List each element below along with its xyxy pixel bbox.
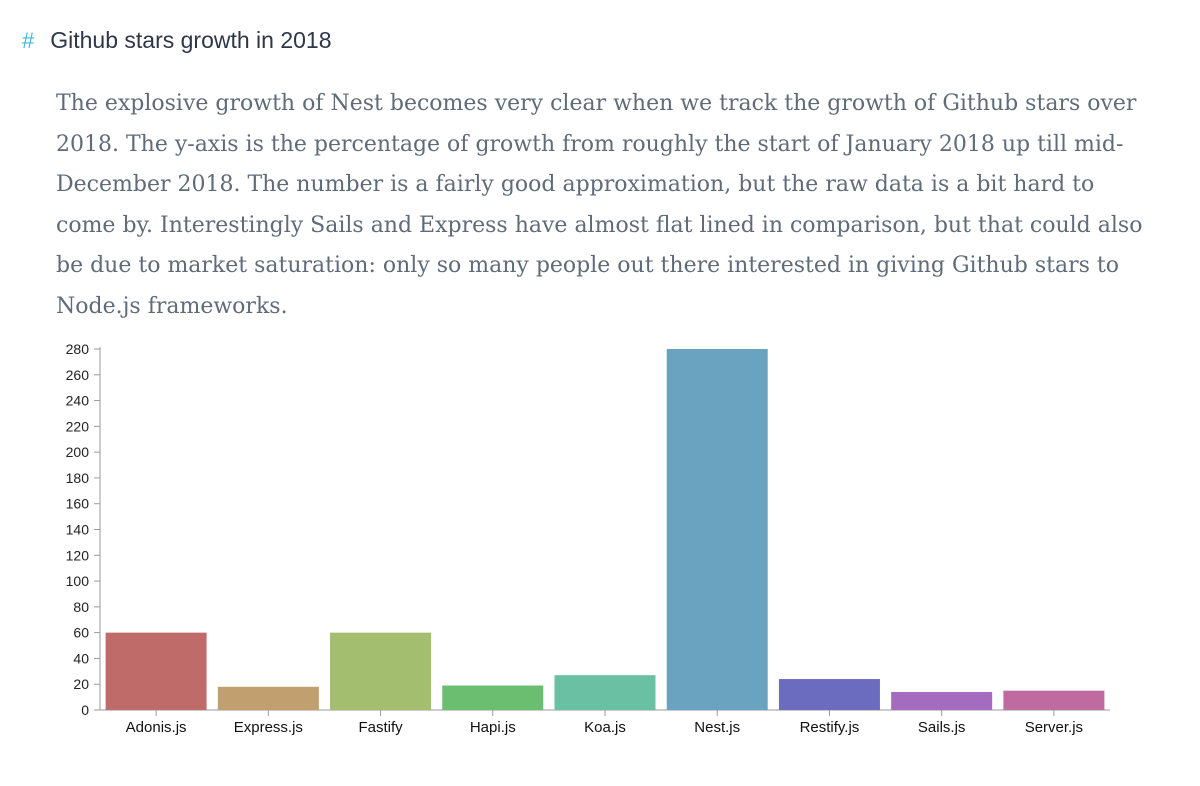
description-paragraph: The explosive growth of Nest becomes ver… (56, 91, 1143, 319)
x-tick-label: Restify.js (800, 719, 860, 736)
bar-adonis-js (105, 632, 207, 710)
bar-restify-js (778, 679, 880, 710)
y-tick-label: 160 (66, 496, 90, 512)
y-tick-label: 100 (66, 573, 90, 589)
y-tick-label: 80 (73, 599, 89, 615)
x-axis: Adonis.js Express.js Fastify Hapi.js Koa.js N… (100, 709, 1110, 736)
y-tick-label: 40 (73, 650, 89, 666)
x-tick-label: Adonis.js (126, 719, 187, 736)
x-tick-label: Express.js (234, 719, 303, 736)
bar-server-js (1003, 690, 1105, 710)
x-tick-label: Nest.js (694, 719, 740, 736)
y-tick-label: 60 (73, 625, 89, 641)
x-tick-label: Fastify (358, 719, 403, 736)
y-tick-label: 140 (66, 522, 90, 538)
bar-koa-js (554, 675, 656, 710)
y-tick-label: 200 (66, 444, 90, 460)
bar-fastify (330, 632, 432, 710)
bar-nest-js (666, 349, 768, 710)
y-tick-label: 280 (66, 341, 90, 357)
x-tick-label: Server.js (1025, 719, 1083, 736)
y-tick-label: 0 (81, 702, 89, 718)
y-tick-label: 120 (66, 547, 90, 563)
x-tick-label: Hapi.js (470, 719, 516, 736)
y-tick-label: 180 (66, 470, 90, 486)
y-tick-label: 260 (66, 367, 90, 383)
bar-express-js (217, 686, 319, 710)
bars-group (105, 349, 1105, 710)
y-tick-label: 220 (66, 418, 90, 434)
y-tick-label: 240 (66, 393, 90, 409)
bar-hapi-js (442, 685, 544, 710)
y-tick-label: 20 (73, 676, 89, 692)
x-tick-label: Koa.js (584, 719, 626, 736)
section-title: Github stars growth in 2018 (50, 27, 332, 53)
hash-link-icon[interactable]: # (22, 27, 35, 53)
x-tick-label: Sails.js (918, 719, 966, 736)
section-heading: # Github stars growth in 2018 (22, 27, 332, 54)
y-axis: 0 20 40 60 80 100 120 140 160 180 200 220 240 260 280 (66, 341, 101, 718)
bar-sails-js (891, 691, 993, 710)
